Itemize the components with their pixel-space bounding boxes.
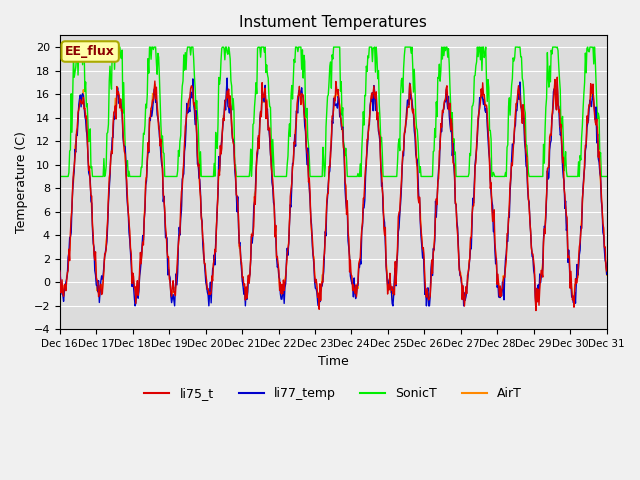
Legend: li75_t, li77_temp, SonicT, AirT: li75_t, li77_temp, SonicT, AirT <box>140 383 527 406</box>
X-axis label: Time: Time <box>318 355 349 368</box>
Y-axis label: Temperature (C): Temperature (C) <box>15 132 28 233</box>
Title: Instument Temperatures: Instument Temperatures <box>239 15 427 30</box>
Text: EE_flux: EE_flux <box>65 45 115 58</box>
